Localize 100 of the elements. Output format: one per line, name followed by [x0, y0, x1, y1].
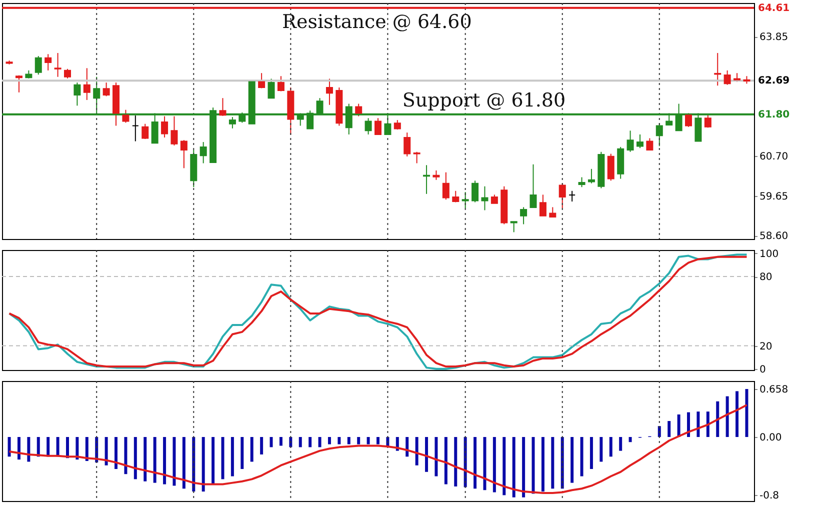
candlestick [277, 76, 284, 92]
bar [56, 437, 60, 457]
candlestick [180, 140, 188, 169]
bar [17, 437, 20, 460]
bar [687, 412, 690, 437]
ref-line-label: 61.80 [758, 109, 790, 120]
bar [114, 437, 118, 469]
candlestick [374, 118, 382, 135]
y-tick-label: 60.70 [760, 152, 788, 163]
bar [532, 437, 535, 494]
candlestick [724, 70, 731, 86]
candlestick [481, 186, 488, 211]
bar [46, 437, 50, 457]
ref-line-label: 62.69 [758, 76, 790, 87]
candlestick [607, 153, 614, 182]
bar [677, 414, 680, 437]
candlestick [423, 164, 430, 194]
bar [76, 437, 79, 460]
candlestick [142, 123, 149, 140]
candlestick [568, 190, 576, 202]
bar [492, 437, 496, 492]
bar [134, 437, 137, 480]
bar [483, 437, 486, 490]
y-tick-label: 59.65 [760, 191, 788, 202]
bar [8, 437, 11, 457]
y-tick-label: 0.00 [760, 432, 782, 444]
bar [357, 437, 360, 444]
candlestick [636, 134, 644, 149]
bar [541, 437, 544, 492]
candlestick [685, 112, 692, 128]
y-tick-label: 80 [760, 272, 772, 284]
bar [376, 437, 380, 444]
candlestick [472, 180, 479, 203]
bar [726, 396, 729, 437]
bar [328, 437, 331, 444]
bar [454, 437, 458, 486]
bar [347, 437, 350, 444]
candlestick [714, 52, 722, 86]
candlestick [15, 74, 22, 93]
bar [124, 437, 128, 474]
bar [202, 437, 205, 492]
bar [600, 437, 603, 462]
bar [502, 437, 506, 496]
candlestick [170, 116, 178, 146]
candlestick [452, 190, 460, 203]
candlestick [219, 98, 226, 116]
bar [551, 437, 554, 489]
bar [619, 437, 622, 451]
candlestick [530, 164, 537, 208]
candlestick [364, 118, 372, 135]
candlestick [646, 138, 654, 150]
candlestick [268, 78, 275, 99]
candlestick [432, 170, 440, 180]
candlestick [442, 172, 450, 200]
candlestick [404, 132, 411, 157]
line-series [8, 404, 748, 494]
bar [298, 437, 302, 448]
candlestick [74, 82, 81, 106]
bar [668, 421, 671, 437]
y-tick-label: -0.8 [760, 490, 780, 502]
candlestick [64, 68, 71, 79]
bar [250, 437, 254, 462]
bar [172, 437, 176, 486]
bar [434, 437, 438, 476]
bar [512, 437, 516, 498]
candlestick [413, 151, 420, 164]
bar [153, 437, 156, 483]
bar [609, 437, 612, 457]
bar [212, 437, 215, 484]
bar [144, 437, 147, 482]
candlestick [558, 182, 566, 209]
candlestick [326, 78, 333, 106]
annotation: Resistance @ 64.60 [282, 10, 472, 33]
candlestick [132, 115, 139, 142]
candlestick [355, 103, 362, 117]
bar [318, 437, 322, 448]
candlestick [200, 142, 207, 164]
candlestick [462, 192, 469, 209]
candlestick [34, 56, 42, 76]
bar [260, 437, 264, 454]
candlestick [704, 114, 712, 128]
bar [590, 437, 593, 469]
bar [163, 437, 166, 484]
bar [580, 437, 584, 476]
bar [308, 437, 312, 448]
candlestick [588, 168, 595, 184]
bar [221, 437, 224, 480]
y-tick-label: 63.85 [760, 32, 788, 44]
candlestick [626, 130, 634, 152]
bar [570, 437, 574, 483]
bar [716, 401, 720, 437]
bar [230, 437, 234, 476]
y-tick-label: 0.658 [760, 384, 788, 396]
ref-line-label: 64.61 [758, 2, 790, 14]
bar [745, 389, 748, 437]
bar [474, 437, 477, 489]
candlestick [83, 68, 90, 100]
candlestick [44, 54, 52, 71]
bar [696, 412, 700, 437]
bar [425, 437, 428, 472]
